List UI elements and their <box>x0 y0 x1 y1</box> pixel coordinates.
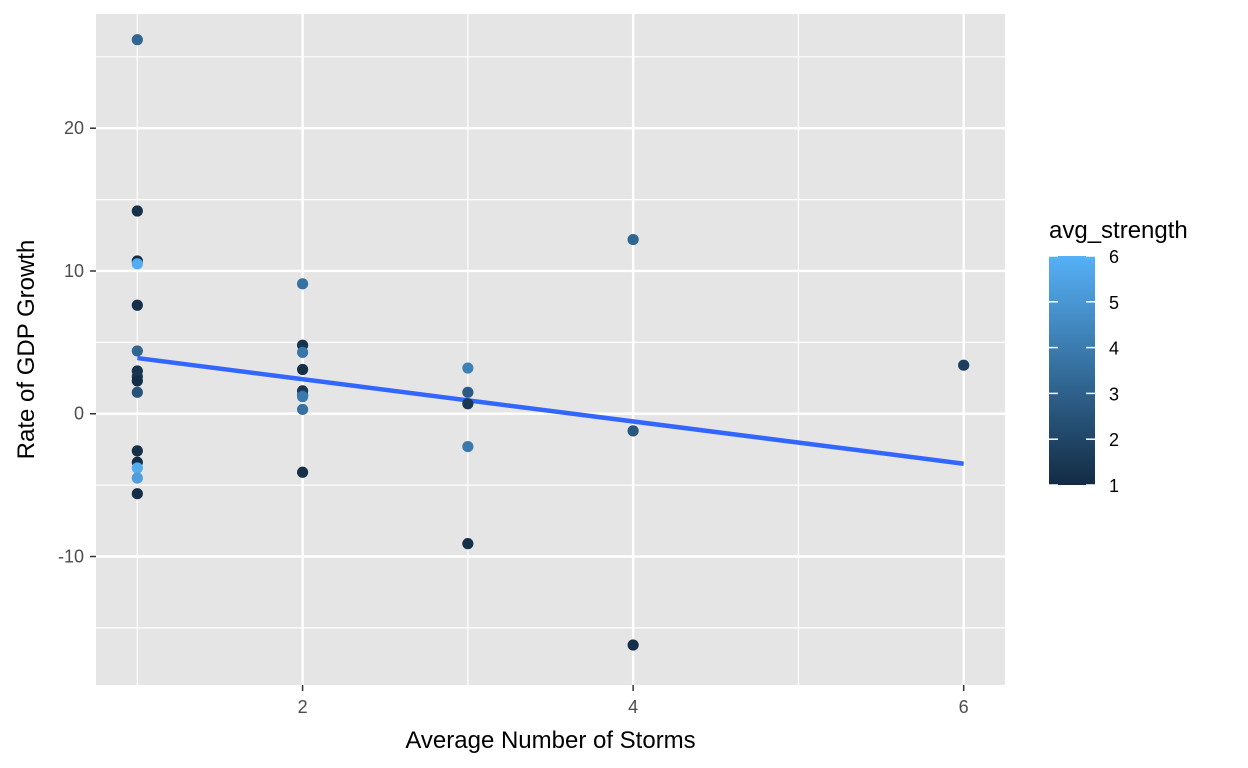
legend-tick-label: 5 <box>1109 293 1119 313</box>
legend-colorbar <box>1049 256 1095 485</box>
data-point <box>296 278 309 290</box>
y-tick-label: 20 <box>64 118 84 138</box>
legend-tick-label: 2 <box>1109 430 1119 450</box>
data-point <box>131 488 143 500</box>
points-layer <box>131 34 970 651</box>
trend-line <box>137 355 964 466</box>
data-point <box>131 445 143 457</box>
legend: avg_strength 1 2 3 4 5 6 <box>1049 217 1188 496</box>
x-tick-label: 2 <box>298 697 308 717</box>
data-point <box>296 403 309 416</box>
data-point <box>462 538 474 550</box>
data-point <box>131 34 143 46</box>
y-axis-title: Rate of GDP Growth <box>13 240 40 460</box>
data-point <box>131 375 143 387</box>
legend-tick-label: 1 <box>1109 476 1119 496</box>
x-axis-title: Average Number of Storms <box>405 727 695 754</box>
data-point <box>296 466 309 478</box>
x-tick-label: 6 <box>959 697 969 717</box>
data-point <box>627 639 639 651</box>
data-point <box>462 362 474 374</box>
y-tick-label: 0 <box>74 404 84 424</box>
data-point <box>462 386 474 398</box>
legend-title: avg_strength <box>1049 217 1188 244</box>
x-tick-label: 4 <box>628 697 638 717</box>
trend-line-layer <box>137 355 964 466</box>
legend-ticks: 1 2 3 4 5 6 <box>1049 247 1119 496</box>
y-tick-label: 10 <box>64 261 84 281</box>
data-point <box>958 359 970 371</box>
data-point <box>131 299 143 311</box>
data-point <box>131 386 143 398</box>
plot-panel <box>96 14 1005 685</box>
data-point <box>462 398 474 410</box>
data-point <box>627 425 639 437</box>
data-point <box>131 472 143 484</box>
data-point <box>296 363 309 376</box>
data-point <box>131 462 143 474</box>
data-point <box>296 346 309 358</box>
data-point <box>131 258 143 270</box>
y-tick-label: -10 <box>58 547 84 567</box>
data-point <box>296 391 309 403</box>
data-point <box>462 440 474 453</box>
data-point <box>627 233 639 246</box>
legend-tick-label: 4 <box>1109 339 1119 359</box>
data-point <box>131 205 143 217</box>
major-gridlines <box>96 14 1005 685</box>
minor-gridlines <box>96 14 1005 685</box>
x-axis: 2 4 6 <box>298 685 969 717</box>
y-axis: -10 0 10 20 <box>58 118 96 567</box>
data-point <box>131 345 143 357</box>
legend-tick-label: 3 <box>1109 384 1119 404</box>
legend-tick-label: 6 <box>1109 247 1119 267</box>
